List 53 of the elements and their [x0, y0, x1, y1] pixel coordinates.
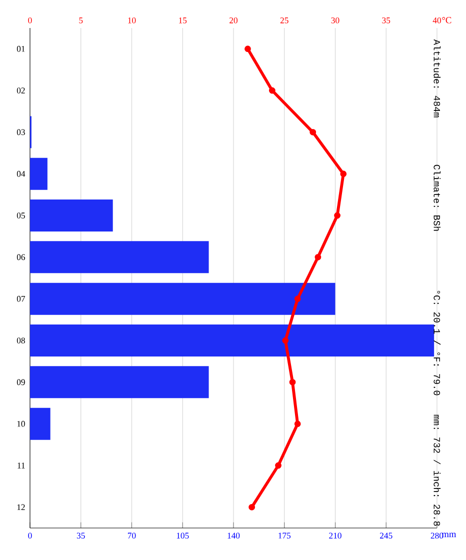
x2-tick-label: 20: [230, 17, 238, 24]
annotation: Altitude: 484m: [434, 39, 441, 118]
annotation: Climate: BSh: [434, 164, 441, 231]
x-tick-label: 105: [176, 532, 189, 539]
point: [282, 337, 289, 344]
x-tick-label: 0: [28, 532, 32, 539]
y-tick-label: 06: [16, 254, 26, 260]
x-tick-label: 35: [76, 532, 85, 539]
bar: [30, 282, 336, 315]
x2-tick-label: 5: [79, 18, 83, 24]
bar: [30, 366, 209, 398]
x-tick-label: 70: [128, 532, 136, 539]
x-tick-label: 245: [380, 532, 392, 539]
x2-tick-label: 25: [280, 17, 288, 24]
point: [340, 170, 347, 178]
point: [275, 462, 282, 469]
y-tick-label: 10: [17, 420, 25, 427]
point: [244, 46, 251, 52]
x2-tick-label: 15: [179, 18, 187, 24]
x-tick-label: 140: [228, 532, 240, 539]
y-tick-label: 04: [16, 170, 26, 177]
point: [314, 254, 322, 260]
bar: [30, 158, 48, 190]
x2-axis-title: °C: [442, 16, 452, 24]
y-tick-label: 05: [16, 212, 25, 218]
y-tick-label: 12: [17, 504, 25, 510]
point: [289, 378, 296, 386]
y-tick-label: 07: [16, 296, 26, 302]
bar: [30, 200, 113, 232]
x2-tick-label: 40: [432, 17, 441, 24]
bar: [30, 324, 434, 357]
y-tick-label: 02: [16, 88, 25, 94]
annotation: mm: 732 / inch: 28.8: [434, 414, 441, 526]
point: [334, 212, 340, 219]
x2-tick-label: 30: [331, 17, 340, 24]
point: [310, 128, 316, 136]
point: [268, 87, 276, 94]
annotation: °C: 20.1 / °F: 79.0: [434, 290, 441, 396]
bar: [30, 241, 209, 274]
y-tick-label: 08: [16, 338, 25, 344]
x2-tick-label: 35: [382, 17, 390, 24]
x-tick-label: 210: [329, 532, 342, 539]
x-tick-label: 175: [278, 532, 291, 539]
y-tick-label: 11: [18, 462, 25, 468]
point: [294, 296, 301, 302]
bar: [30, 408, 50, 440]
point: [248, 504, 256, 510]
point: [294, 420, 301, 428]
y-tick-label: 01: [16, 46, 25, 52]
y-tick-label: 03: [16, 129, 25, 136]
y-tick-label: 09: [16, 379, 25, 386]
x2-tick-label: 0: [28, 17, 32, 24]
x2-tick-label: 10: [128, 17, 136, 24]
